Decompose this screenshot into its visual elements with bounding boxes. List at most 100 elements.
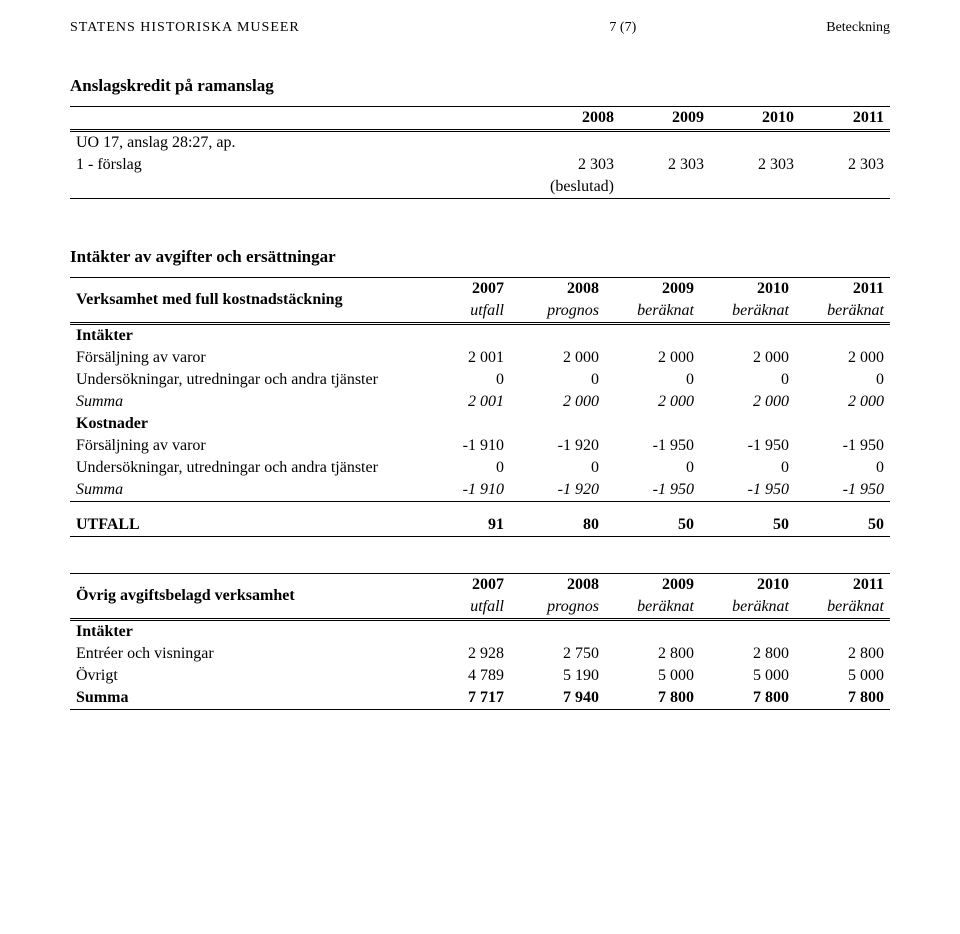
cell: -1 950: [605, 435, 700, 457]
cell: 0: [510, 457, 605, 479]
year: 2010: [700, 278, 795, 301]
cell: 0: [605, 457, 700, 479]
year: 2008: [510, 574, 605, 597]
year: 2007: [415, 574, 510, 597]
cell: 7 717: [415, 687, 510, 710]
cell: 0: [700, 369, 795, 391]
cell: 0: [795, 457, 890, 479]
year: 2007: [415, 278, 510, 301]
row-label: Entréer och visningar: [70, 643, 415, 665]
table-row: Försäljning av varor -1 910 -1 920 -1 95…: [70, 435, 890, 457]
table-row: Summa 2 001 2 000 2 000 2 000 2 000: [70, 391, 890, 413]
cell: 5 190: [510, 665, 605, 687]
table-row: Verksamhet med full kostnadstäckning 200…: [70, 278, 890, 301]
cell: 2 303: [800, 154, 890, 176]
cell: -1 950: [795, 479, 890, 502]
year: 2011: [795, 278, 890, 301]
group-label: Intäkter: [70, 324, 415, 348]
year: 2008: [510, 278, 605, 301]
cell: -1 920: [510, 435, 605, 457]
table-heading: Övrig avgiftsbelagd verksamhet: [70, 574, 415, 620]
cell: -1 950: [795, 435, 890, 457]
row-label: UO 17, anslag 28:27, ap.: [70, 131, 530, 155]
group-label: Intäkter: [70, 620, 415, 644]
subhead: beräknat: [795, 300, 890, 324]
cell: 2 303: [710, 154, 800, 176]
cell: -1 950: [605, 479, 700, 502]
cell: 2 001: [415, 391, 510, 413]
year: 2008: [530, 107, 620, 131]
subhead: beräknat: [700, 300, 795, 324]
utfall-label: UTFALL: [70, 514, 415, 537]
subhead: utfall: [415, 300, 510, 324]
label-beteckning: Beteckning: [826, 20, 890, 36]
table-row: [70, 502, 890, 515]
kostnadstackning-table: Verksamhet med full kostnadstäckning 200…: [70, 277, 890, 537]
subhead: utfall: [415, 596, 510, 620]
table-row: Intäkter: [70, 620, 890, 644]
cell: 50: [795, 514, 890, 537]
cell: 2 000: [700, 347, 795, 369]
table-row: UO 17, anslag 28:27, ap.: [70, 131, 890, 155]
cell: 2 000: [605, 347, 700, 369]
table-row: Undersökningar, utredningar och andra tj…: [70, 457, 890, 479]
subhead: beräknat: [605, 300, 700, 324]
section1-title: Anslagskredit på ramanslag: [70, 76, 890, 96]
subhead: prognos: [510, 596, 605, 620]
cell: -1 910: [415, 479, 510, 502]
summa-label: Summa: [70, 391, 415, 413]
table-row: 1 - förslag 2 303 2 303 2 303 2 303: [70, 154, 890, 176]
table-row: Övrigt 4 789 5 190 5 000 5 000 5 000: [70, 665, 890, 687]
year: 2009: [605, 278, 700, 301]
header-right-block: 7 (7) Beteckning: [609, 20, 890, 36]
cell: 5 000: [700, 665, 795, 687]
cell: 7 940: [510, 687, 605, 710]
table-row: Försäljning av varor 2 001 2 000 2 000 2…: [70, 347, 890, 369]
page-header: STATENS HISTORISKA MUSEER 7 (7) Beteckni…: [70, 20, 890, 36]
section2-title: Intäkter av avgifter och ersättningar: [70, 247, 890, 267]
group-label: Kostnader: [70, 413, 415, 435]
summa-label: Summa: [70, 687, 415, 710]
year: 2009: [605, 574, 700, 597]
cell: 0: [795, 369, 890, 391]
cell: 2 000: [700, 391, 795, 413]
cell: 5 000: [605, 665, 700, 687]
cell: 50: [605, 514, 700, 537]
cell: 0: [605, 369, 700, 391]
cell: -1 950: [700, 435, 795, 457]
cell: 2 000: [510, 347, 605, 369]
row-label: 1 - förslag: [70, 154, 530, 176]
cell: 2 800: [605, 643, 700, 665]
table-row: (beslutad): [70, 176, 890, 199]
cell: 4 789: [415, 665, 510, 687]
subhead: beräknat: [700, 596, 795, 620]
org-name: STATENS HISTORISKA MUSEER: [70, 20, 300, 36]
table-row: Kostnader: [70, 413, 890, 435]
cell: 2 000: [510, 391, 605, 413]
cell: 80: [510, 514, 605, 537]
summa-label: Summa: [70, 479, 415, 502]
ovrig-table: Övrig avgiftsbelagd verksamhet 2007 2008…: [70, 573, 890, 710]
cell: 7 800: [795, 687, 890, 710]
row-label: Försäljning av varor: [70, 435, 415, 457]
table-row: Summa 7 717 7 940 7 800 7 800 7 800: [70, 687, 890, 710]
row-label: Försäljning av varor: [70, 347, 415, 369]
cell: 2 001: [415, 347, 510, 369]
table-row: 2008 2009 2010 2011: [70, 107, 890, 131]
cell: -1 910: [415, 435, 510, 457]
anslag-table: 2008 2009 2010 2011 UO 17, anslag 28:27,…: [70, 106, 890, 199]
page-number: 7 (7): [609, 20, 636, 36]
cell: 7 800: [605, 687, 700, 710]
cell: 2 303: [530, 154, 620, 176]
cell: 0: [510, 369, 605, 391]
cell: 2 000: [795, 347, 890, 369]
table-row: Undersökningar, utredningar och andra tj…: [70, 369, 890, 391]
cell: 2 928: [415, 643, 510, 665]
year: 2009: [620, 107, 710, 131]
subhead: beräknat: [605, 596, 700, 620]
subhead: prognos: [510, 300, 605, 324]
row-label: Undersökningar, utredningar och andra tj…: [70, 457, 415, 479]
cell: 0: [415, 369, 510, 391]
cell: 2 000: [795, 391, 890, 413]
cell: -1 920: [510, 479, 605, 502]
